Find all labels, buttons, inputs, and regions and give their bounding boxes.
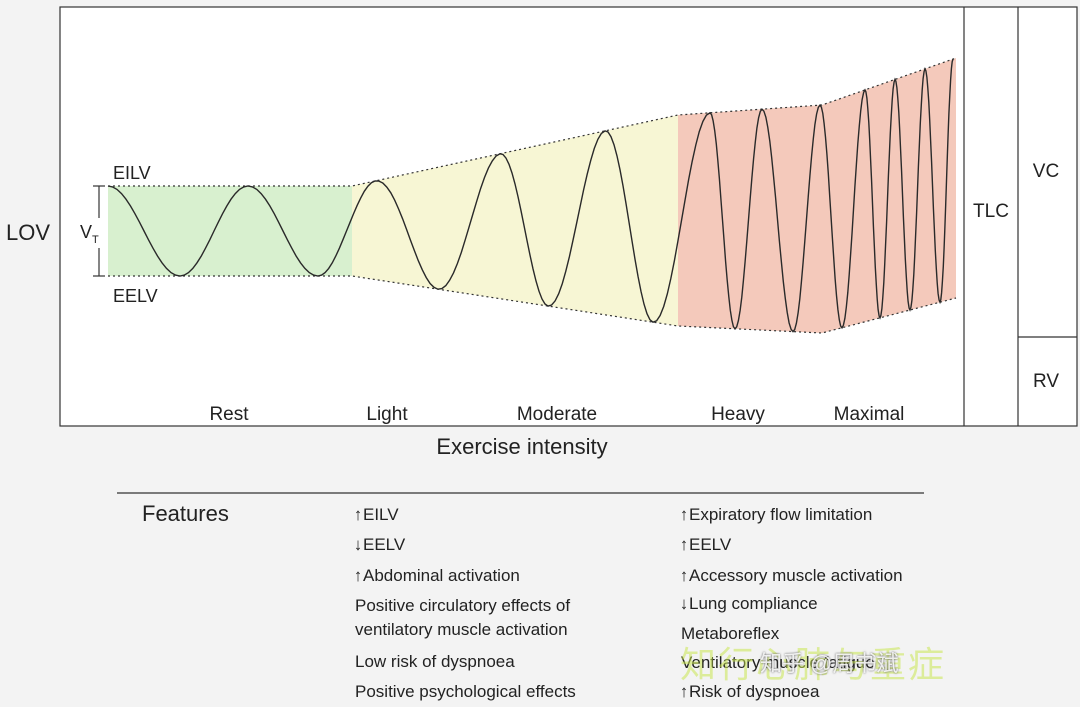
intensity-moderate: Moderate (517, 404, 597, 425)
down-arrow-icon: ↓ (679, 594, 689, 613)
features-title: Features (142, 501, 229, 526)
rv-label: RV (1033, 371, 1059, 392)
feature-left-5: Low risk of dyspnoea (355, 652, 515, 671)
feature-right-4: Metaboreflex (681, 624, 780, 643)
down-arrow-icon: ↓ (353, 535, 363, 554)
feature-right-5: Ventilatory muscle fatigue (681, 653, 875, 672)
eelv-label: EELV (113, 286, 158, 306)
feature-left-2: ↑Abdominal activation (353, 566, 520, 585)
intensity-rest: Rest (209, 404, 249, 425)
feature-right-6: ↑Risk of dyspnoea (679, 682, 820, 701)
up-arrow-icon: ↑ (679, 505, 689, 524)
watermark-text: 知行心肺与重症 (680, 644, 947, 685)
up-arrow-icon: ↑ (353, 566, 363, 585)
intensity-heavy: Heavy (711, 404, 765, 425)
up-arrow-icon: ↑ (679, 535, 689, 554)
feature-right-1: ↑EELV (679, 535, 732, 554)
watermark-overlay-text: 知乎 @周书斌 (760, 651, 899, 676)
vt-label: VT (80, 222, 99, 246)
intensity-light: Light (366, 404, 408, 425)
tlc-label: TLC (973, 201, 1009, 222)
feature-left-0: ↑EILV (353, 505, 399, 524)
vc-label: VC (1033, 161, 1059, 182)
zone-heavy-maximal (678, 58, 956, 333)
y-axis-label: LOV (6, 220, 50, 245)
up-arrow-icon: ↑ (679, 566, 689, 585)
eilv-label: EILV (113, 163, 151, 183)
feature-right-0: ↑Expiratory flow limitation (679, 505, 873, 524)
feature-left-4: ventilatory muscle activation (355, 620, 568, 639)
feature-right-3: ↓Lung compliance (679, 594, 818, 613)
feature-right-2: ↑Accessory muscle activation (679, 566, 903, 585)
feature-left-6: Positive psychological effects (355, 682, 576, 701)
zone-light-moderate (352, 115, 678, 326)
zone-rest (108, 186, 352, 276)
feature-left-1: ↓EELV (353, 535, 406, 554)
breathing-wave (107, 58, 954, 333)
intensity-maximal: Maximal (834, 404, 905, 425)
feature-left-3: Positive circulatory effects of (355, 596, 571, 615)
up-arrow-icon: ↑ (679, 682, 689, 701)
x-axis-label: Exercise intensity (436, 434, 607, 459)
up-arrow-icon: ↑ (353, 505, 363, 524)
